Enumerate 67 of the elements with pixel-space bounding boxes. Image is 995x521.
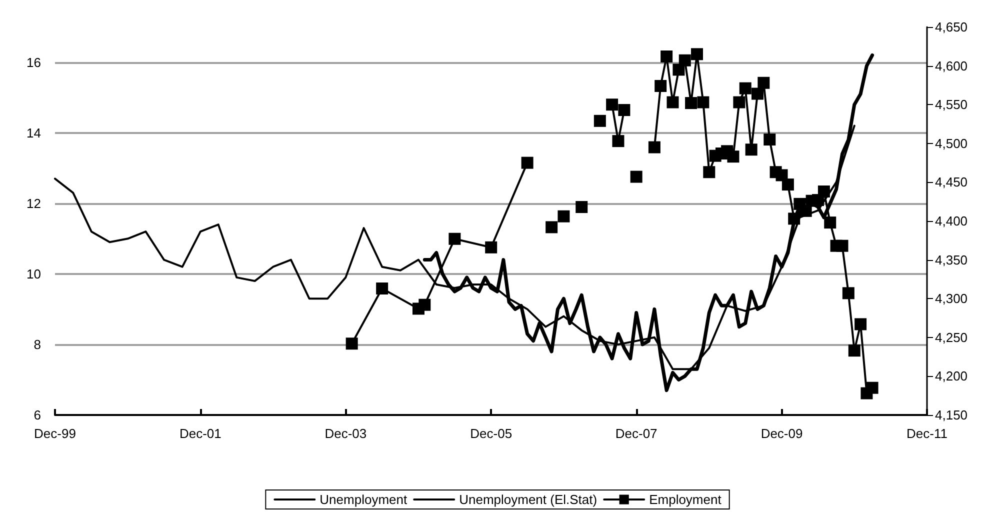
y2-tick-label: 4,200 [935, 368, 968, 384]
point [418, 298, 431, 311]
y2-tick-label: 4,150 [935, 408, 968, 422]
y-tick-label: 12 [26, 196, 41, 211]
point [654, 80, 667, 92]
point [576, 201, 588, 214]
y2-tick-label: 4,650 [935, 20, 968, 34]
x-tick-label: Dec-01 [179, 426, 222, 441]
point [848, 344, 860, 357]
x-tick-label: Dec-11 [906, 426, 948, 441]
point [800, 204, 812, 217]
x-tick-label: Dec-09 [760, 426, 803, 441]
point [854, 318, 867, 330]
point [346, 338, 358, 350]
point [521, 156, 534, 169]
point [485, 241, 498, 254]
point [376, 282, 388, 295]
y2-tick-label: 4,600 [935, 58, 968, 74]
y2-tick-label: 4,500 [935, 136, 968, 151]
point [758, 76, 770, 89]
point [618, 104, 630, 116]
point [448, 232, 461, 245]
point [630, 170, 642, 183]
y-tick-label: 6 [34, 408, 41, 422]
point [818, 186, 830, 198]
point [733, 96, 746, 108]
point [612, 135, 624, 148]
y2-tick-label: 4,350 [935, 252, 968, 268]
point [751, 88, 764, 100]
x-tick-label: Dec-03 [324, 426, 367, 441]
point [697, 96, 710, 108]
y-tick-label: 14 [26, 125, 41, 140]
point [782, 178, 794, 191]
y-tick-label: 10 [26, 266, 41, 282]
point [648, 141, 660, 154]
point [666, 96, 679, 108]
x-tick-label: Dec-07 [615, 426, 658, 441]
y2-tick-label: 4,550 [935, 97, 968, 112]
legend-label: Employment [649, 492, 722, 507]
y2-tick-label: 4,300 [935, 291, 968, 306]
point [764, 134, 776, 146]
y2-tick-label: 4,400 [935, 214, 968, 228]
point [678, 54, 691, 66]
point [606, 98, 618, 111]
x-tick-label: Dec-99 [34, 426, 76, 441]
point [739, 82, 752, 94]
point [788, 212, 800, 225]
point [727, 150, 740, 163]
legend-label: Unemployment (El.Stat) [459, 492, 598, 507]
point [558, 210, 570, 222]
x-tick-label: Dec-05 [470, 426, 512, 441]
y-tick-label: 16 [26, 54, 41, 70]
point [594, 114, 606, 127]
legend-label: Unemployment [320, 492, 408, 507]
point [685, 97, 698, 110]
point [703, 166, 716, 178]
y2-tick-label: 4,450 [935, 174, 968, 190]
point [691, 48, 704, 60]
point [745, 144, 758, 156]
point [546, 221, 558, 234]
y2-tick-label: 4,250 [935, 330, 968, 345]
point [866, 382, 878, 394]
point [660, 50, 673, 62]
y-tick-label: 8 [34, 336, 41, 352]
point [824, 216, 836, 229]
point [836, 240, 848, 252]
point [842, 287, 854, 300]
